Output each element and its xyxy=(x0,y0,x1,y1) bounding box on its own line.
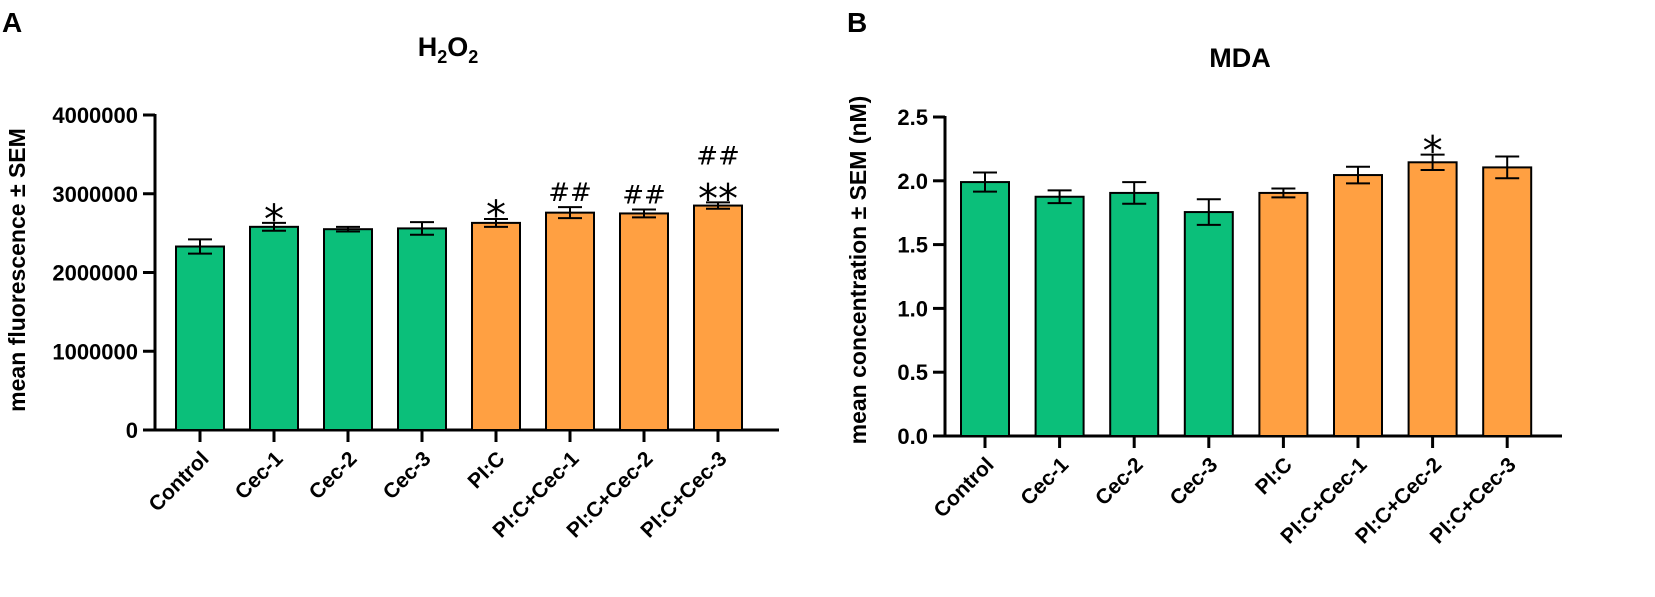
bar-b xyxy=(1407,161,1458,437)
y-tick-label-a: 4000000 xyxy=(52,103,138,128)
y-tick-label-b: 0.5 xyxy=(897,360,928,385)
plot-area-a: 0 1000000 2000000 3000000 4000000 Control Cec-… xyxy=(52,103,779,542)
y-tick-label-b: 0.0 xyxy=(897,424,928,449)
bar-b xyxy=(1034,195,1085,437)
y-tick-label-b: 1.5 xyxy=(897,233,928,258)
x-tick-label-b: PI:C xyxy=(1251,453,1297,499)
x-tick-label-a: Control xyxy=(144,447,213,516)
significance-hash-a: ## xyxy=(622,181,666,211)
chart-title-a: H2O2 xyxy=(418,32,479,67)
x-tick-label-a: Cec-2 xyxy=(305,447,362,504)
y-tick-label-b: 2.5 xyxy=(897,105,928,130)
bar-a xyxy=(545,211,595,431)
bar-b xyxy=(1109,191,1160,437)
y-axis-label-b: mean concentration ± SEM (nM) xyxy=(845,96,871,445)
x-tick-label-b: Cec-3 xyxy=(1166,453,1223,510)
bar-a xyxy=(693,204,743,431)
bar-b xyxy=(1258,191,1309,437)
bar-a xyxy=(323,228,373,431)
y-axis-label-a: mean fluorescence ± SEM xyxy=(4,128,30,412)
bar-a xyxy=(619,212,669,431)
x-tick-label-a: PI:C xyxy=(464,447,510,493)
bar-a xyxy=(249,225,299,431)
significance-star-a: * xyxy=(486,193,506,239)
significance-hash-a: ## xyxy=(548,178,592,208)
y-tick-label-a: 1000000 xyxy=(52,339,138,364)
significance-star-b: * xyxy=(1423,129,1443,175)
y-tick-label-b: 1.0 xyxy=(897,296,928,321)
y-tick-label-a: 0 xyxy=(126,418,138,443)
chart-title-b: MDA xyxy=(1209,43,1271,73)
x-tick-label-b: Cec-2 xyxy=(1091,453,1148,510)
bar-a xyxy=(397,227,447,431)
y-tick-label-a: 3000000 xyxy=(52,182,138,207)
bar-b xyxy=(1183,211,1234,437)
x-tick-label-a: Cec-3 xyxy=(379,447,436,504)
bar-a xyxy=(175,245,225,431)
x-tick-label-b: Control xyxy=(929,453,998,522)
y-tick-label-b: 2.0 xyxy=(897,169,928,194)
panel-letter-a: A xyxy=(2,7,22,38)
significance-star-a: * xyxy=(264,197,284,243)
x-tick-label-a: Cec-1 xyxy=(231,447,288,504)
significance-hash-a: ## xyxy=(696,141,740,171)
bar-b xyxy=(1482,166,1533,437)
y-tick-label-a: 2000000 xyxy=(52,261,138,286)
bar-a xyxy=(471,221,521,431)
significance-star-a: ** xyxy=(698,176,738,222)
plot-area-b: 0.0 0.5 1.0 1.5 2.0 2.5 Control Cec-1 Cec-2 Cec-3… xyxy=(897,105,1562,548)
x-tick-label-b: Cec-1 xyxy=(1016,453,1073,510)
bar-b xyxy=(1333,174,1383,437)
panel-letter-b: B xyxy=(847,7,867,38)
bar-b xyxy=(960,181,1010,437)
